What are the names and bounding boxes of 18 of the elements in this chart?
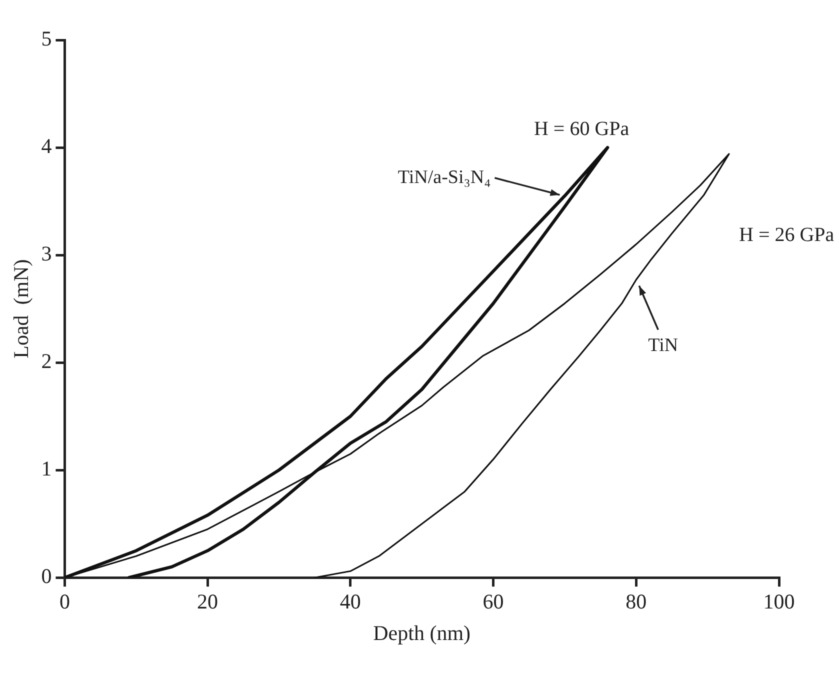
text: TiN — [648, 334, 678, 356]
y-tick-label: 3 — [41, 242, 52, 266]
y-axis-title: Load (mN) — [9, 259, 34, 358]
annotation: H = 26 GPa — [739, 224, 834, 246]
annotation: H = 60 GPa — [534, 118, 630, 140]
text: TiN/a-Si₃N₄ — [398, 166, 491, 188]
x-tick-label: 100 — [763, 590, 795, 614]
x-tick-label: 40 — [340, 590, 361, 614]
x-tick-label: 20 — [197, 590, 218, 614]
y-tick-label: 0 — [41, 564, 52, 588]
y-tick-label: 4 — [41, 134, 52, 158]
x-tick-label: 0 — [59, 590, 70, 614]
x-axis-title: Depth (nm) — [373, 620, 471, 645]
x-tick-label: 80 — [626, 590, 647, 614]
y-tick-label: 1 — [41, 456, 52, 481]
x-tick-label: 60 — [482, 590, 504, 614]
y-tick-label: 5 — [41, 26, 52, 51]
y-tick-label: 2 — [41, 349, 52, 374]
